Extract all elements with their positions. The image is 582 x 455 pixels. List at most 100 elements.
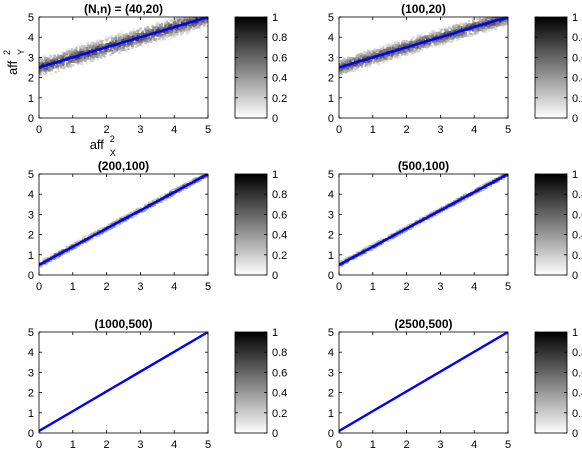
density-cell <box>401 37 404 40</box>
density-cell <box>365 246 369 249</box>
density-cell <box>161 34 165 37</box>
subplot-6: 0 1 2 3 4 5 0 1 2 3 4 5 (2500,500) 0 0.2 0.4 0.6 0.8 1 <box>328 317 582 451</box>
density-cell <box>433 41 436 44</box>
density-cell <box>357 68 361 72</box>
density-cell <box>178 186 182 189</box>
density-cell <box>496 14 498 16</box>
density-cell <box>95 237 98 240</box>
density-cell <box>343 57 347 60</box>
density-cell <box>410 50 414 54</box>
density-cell <box>170 30 174 33</box>
x-tick-label: 1 <box>70 124 76 136</box>
density-cell <box>435 35 438 38</box>
density-cell <box>120 39 124 43</box>
density-cell <box>160 26 163 30</box>
density-cell <box>202 15 204 17</box>
density-cell <box>160 194 164 197</box>
density-cell <box>72 246 75 250</box>
density-cell <box>462 24 466 28</box>
density-cell <box>169 23 172 27</box>
density-cell <box>52 59 56 63</box>
density-cell <box>120 38 123 41</box>
density-cell <box>435 41 439 44</box>
x-tick-label: 3 <box>137 124 143 136</box>
colorbar-tick-label: 0.6 <box>272 52 287 64</box>
density-cell <box>39 57 42 60</box>
density-cell <box>201 18 204 22</box>
x-tick-label: 2 <box>104 124 110 136</box>
density-cell <box>390 55 393 59</box>
density-cell <box>54 64 58 68</box>
density-cell <box>70 60 73 64</box>
density-cell <box>82 41 86 45</box>
density-cell <box>61 51 65 54</box>
density-cell <box>428 42 431 46</box>
x-tick-label: 3 <box>437 124 443 136</box>
x-tick-label: 1 <box>70 439 76 451</box>
density-cell <box>85 61 88 65</box>
density-cell <box>431 30 434 33</box>
density-cell <box>181 17 184 20</box>
density-cell <box>166 29 169 33</box>
axes-box <box>338 173 509 276</box>
density-cell <box>485 26 488 30</box>
density-cell <box>476 28 479 32</box>
density-cell <box>168 37 172 41</box>
density-cell <box>409 223 412 226</box>
y-tick-label: 5 <box>28 327 34 339</box>
density-cell <box>47 75 50 79</box>
density-cell <box>178 26 181 30</box>
density-cell <box>49 55 52 58</box>
density-cell <box>146 40 150 44</box>
density-cell <box>96 44 100 47</box>
density-cell <box>342 69 345 72</box>
colorbar-tick-label: 1 <box>572 12 578 24</box>
density-cell <box>476 31 479 34</box>
subplot-3: 0 1 2 3 4 5 0 1 2 3 4 5 (200,100) 0 0.2 0.4 0.6 0.8 1 <box>28 159 287 293</box>
density-cell <box>199 19 202 22</box>
density-cell <box>122 38 125 42</box>
density-cell <box>151 204 154 207</box>
density-cell <box>122 46 125 50</box>
density-cell <box>85 234 88 238</box>
density-cell <box>49 63 53 67</box>
y-tick-label: 1 <box>28 250 34 262</box>
density-cell <box>371 54 374 58</box>
density-cell <box>438 211 441 215</box>
density-cell <box>447 36 451 39</box>
density-cell <box>441 206 444 209</box>
fit-line <box>339 332 508 433</box>
y-tick-label: 2 <box>28 73 34 85</box>
density-cell <box>169 191 172 194</box>
density-cell <box>192 178 195 181</box>
density-cell <box>71 53 74 57</box>
density-cell <box>438 45 441 48</box>
density-cell <box>360 249 364 253</box>
density-cell <box>400 50 403 54</box>
density-cell <box>117 34 120 38</box>
density-cell <box>459 33 462 36</box>
density-cell <box>143 46 146 50</box>
density-cell <box>444 26 448 29</box>
density-cell <box>71 51 75 55</box>
density-cell <box>184 19 187 22</box>
density-cell <box>346 56 350 60</box>
density-cell <box>439 28 443 32</box>
density-cell <box>149 200 152 203</box>
density-cell <box>357 64 361 67</box>
density-cell <box>443 39 446 42</box>
density-cell <box>141 44 144 48</box>
fit-line <box>39 17 208 69</box>
subplot-title: (N,n) = (40,20) <box>84 2 163 16</box>
density-cell <box>108 229 111 232</box>
density-cell <box>394 234 397 238</box>
density-cell <box>386 239 389 242</box>
density-cell <box>121 216 124 219</box>
density-cell <box>166 38 169 41</box>
density-cell <box>163 18 167 22</box>
y-tick-label: 4 <box>328 32 334 44</box>
colorbar-tick-label: 0.4 <box>572 73 582 85</box>
density-cell <box>140 32 144 35</box>
colorbar-tick-label: 0.2 <box>272 408 287 420</box>
density-cell <box>434 49 438 52</box>
